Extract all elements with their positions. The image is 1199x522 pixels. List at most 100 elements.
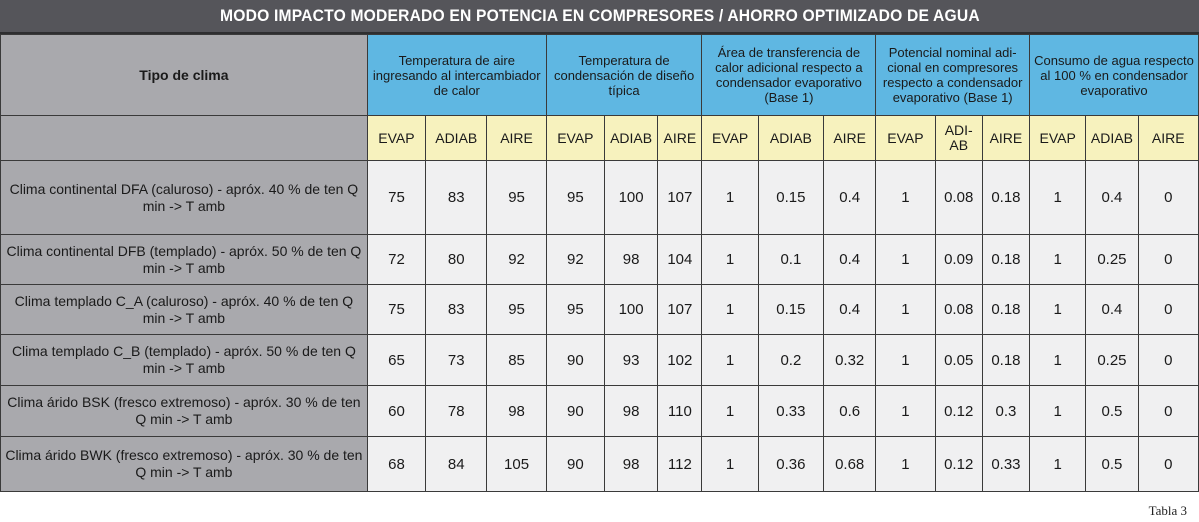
table-cell: 90: [545, 436, 605, 492]
table-cell: 0.4: [1085, 160, 1139, 235]
table-cell: 78: [425, 385, 488, 437]
table-cell: 90: [545, 385, 605, 437]
table-cell: 0.68: [823, 436, 877, 492]
table-cell: 0.32: [823, 334, 877, 386]
table-cell: 1: [701, 234, 759, 285]
table-cell: 0: [1137, 334, 1199, 386]
table-row: Clima árido BWK (fresco extremoso) - apr…: [0, 436, 1199, 492]
table-row: Clima continental DFB (templado) - apróx…: [0, 234, 1199, 285]
table-cell: 75: [366, 284, 427, 335]
table-cell: 75: [366, 160, 427, 235]
table-cell: 95: [486, 160, 547, 235]
table-cell: 92: [545, 234, 605, 285]
table-cell: 92: [486, 234, 547, 285]
table-cell: 1: [875, 284, 936, 335]
table-cell: 1: [701, 334, 759, 386]
subheader-adiab: ADI- AB: [934, 115, 983, 161]
table-cell: 0: [1137, 385, 1199, 437]
table-cell: 73: [425, 334, 488, 386]
row-label: Clima árido BWK (fresco extremoso) - apr…: [0, 436, 368, 492]
table-cell: 0.5: [1085, 385, 1139, 437]
table-cell: 100: [603, 160, 659, 235]
table-title: MODO IMPACTO MODERADO EN POTENCIA EN COM…: [219, 6, 980, 25]
row-label: Clima continental DFA (caluroso) - apróx…: [0, 160, 368, 235]
table-row: Clima templado C_B (templado) - apróx. 5…: [0, 334, 1199, 386]
table-cell: 1: [1029, 284, 1087, 335]
table-cell: 0.15: [757, 284, 825, 335]
table-row: Clima templado C_A (caluroso) - apróx. 4…: [0, 284, 1199, 335]
table-cell: 0.3: [981, 385, 1031, 437]
subheader-adiab: ADIAB: [425, 115, 488, 161]
row-header-tipo-clima: Tipo de clima: [0, 34, 368, 116]
table-cell: 0.25: [1085, 234, 1139, 285]
table-cell: 95: [545, 284, 605, 335]
table-cell: 112: [657, 436, 703, 492]
table-cell: 0.08: [934, 284, 983, 335]
table-cell: 0.4: [1085, 284, 1139, 335]
table-cell: 95: [486, 284, 547, 335]
table-cell: 107: [657, 160, 703, 235]
table-cell: 0.15: [757, 160, 825, 235]
table-row: Clima árido BSK (fresco extremoso) - apr…: [0, 385, 1199, 437]
row-label: Clima árido BSK (fresco extremoso) - apr…: [0, 385, 368, 437]
table-cell: 0.18: [981, 234, 1031, 285]
table-cell: 0.12: [934, 436, 983, 492]
group-header-temp-condensacion: Temperatura de condensación de diseño tí…: [545, 34, 703, 116]
subheader-aire: AIRE: [981, 115, 1031, 161]
table-cell: 95: [545, 160, 605, 235]
subheader-row: EVAP ADIAB AIRE EVAP ADIAB AIRE EVAP ADI…: [0, 115, 1199, 161]
subheader-evap: EVAP: [545, 115, 605, 161]
table-cell: 0.05: [934, 334, 983, 386]
table-cell: 0.08: [934, 160, 983, 235]
group-header-area-transferencia: Área de transferencia de calor adicional…: [701, 34, 877, 116]
row-label: Clima continental DFB (templado) - apróx…: [0, 234, 368, 285]
table-cell: 98: [486, 385, 547, 437]
subheader-evap: EVAP: [1029, 115, 1087, 161]
table-cell: 0.4: [823, 160, 877, 235]
table-cell: 1: [1029, 436, 1087, 492]
table-cell: 93: [603, 334, 659, 386]
table-cell: 1: [701, 436, 759, 492]
table-cell: 65: [366, 334, 427, 386]
table-cell: 1: [875, 385, 936, 437]
subheader-adiab: ADIAB: [757, 115, 825, 161]
subheader-adiab: ADIAB: [1085, 115, 1139, 161]
table-cell: 0.36: [757, 436, 825, 492]
data-table: Tipo de clima Temperatura de aire ingres…: [0, 34, 1199, 492]
table-cell: 0.12: [934, 385, 983, 437]
table-cell: 0.6: [823, 385, 877, 437]
table-cell: 0.33: [981, 436, 1031, 492]
subheader-aire: AIRE: [657, 115, 703, 161]
table-cell: 1: [875, 436, 936, 492]
table-cell: 1: [1029, 234, 1087, 285]
table-cell: 0.1: [757, 234, 825, 285]
table-cell: 1: [1029, 160, 1087, 235]
table-cell: 68: [366, 436, 427, 492]
subheader-evap: EVAP: [701, 115, 759, 161]
table-cell: 0.2: [757, 334, 825, 386]
table-cell: 72: [366, 234, 427, 285]
table-cell: 90: [545, 334, 605, 386]
table-body: Clima continental DFA (caluroso) - apróx…: [0, 160, 1199, 492]
table-cell: 0.09: [934, 234, 983, 285]
table-cell: 0.4: [823, 284, 877, 335]
table-cell: 83: [425, 160, 488, 235]
table-cell: 0: [1137, 160, 1199, 235]
subheader-adiab: ADIAB: [603, 115, 659, 161]
subheader-aire: AIRE: [823, 115, 877, 161]
table-cell: 0.33: [757, 385, 825, 437]
group-header-consumo-agua: Consumo de agua respecto al 100 % en con…: [1029, 34, 1199, 116]
title-bar: MODO IMPACTO MODERADO EN POTENCIA EN COM…: [0, 0, 1199, 34]
table-cell: 0.18: [981, 160, 1031, 235]
table-cell: 0.4: [823, 234, 877, 285]
group-header-potencial-compresores: Potencial nominal adi- cional en compres…: [875, 34, 1031, 116]
table-cell: 83: [425, 284, 488, 335]
table-cell: 110: [657, 385, 703, 437]
table-cell: 0.25: [1085, 334, 1139, 386]
subheader-blank: [0, 115, 368, 161]
table-cell: 0: [1137, 436, 1199, 492]
table-cell: 60: [366, 385, 427, 437]
group-header-row: Tipo de clima Temperatura de aire ingres…: [0, 34, 1199, 116]
table-cell: 0.5: [1085, 436, 1139, 492]
